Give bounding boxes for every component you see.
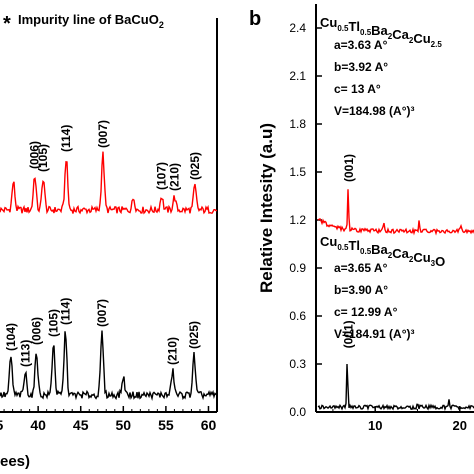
panel-a-peak-label: (107) — [155, 162, 169, 190]
panel-a-legend-subscript: 2 — [159, 20, 164, 30]
panel-b-param-upper: b=3.92 A° — [334, 60, 388, 74]
panel-b-param-lower: V=184.91 (A°)³ — [334, 327, 415, 341]
formula-element: Cu — [320, 234, 337, 249]
panel-a: 354045505560 (111)(006)(105)(114)(007)(1… — [0, 12, 218, 470]
formula-element: Cu — [320, 15, 337, 30]
panel-b-y-tick-label: 2.4 — [289, 21, 306, 35]
formula-subscript: 2 — [388, 251, 393, 260]
panel-b-y-tick-label: 2.1 — [289, 69, 306, 83]
panel-a-peak-label: (210) — [167, 163, 181, 191]
panel-a-x-tick-label: 35 — [0, 417, 4, 433]
panel-b-series — [317, 189, 474, 412]
panel-b-param-lower: c= 12.99 A° — [334, 305, 398, 319]
panel-a-peak-label: (114) — [58, 298, 72, 325]
panel-a-legend-text: Impurity line of BaCuO2 — [18, 12, 164, 30]
panel-a-peak-label: (210) — [166, 337, 180, 365]
panel-b-y-tick-label: 0.9 — [289, 261, 306, 275]
panel-b-param-lower: a=3.65 A° — [334, 261, 388, 275]
panel-a-legend-label: Impurity line of BaCuO — [18, 12, 159, 27]
panel-b-param-upper: c= 13 A° — [334, 82, 381, 96]
panel-b-param-upper: a=3.63 A° — [334, 38, 388, 52]
panel-a-x-ticks: 35 40 45 50 55 60 — [0, 406, 218, 433]
panel-a-peak-label: (104) — [4, 323, 18, 351]
formula-subscript: 0.5 — [360, 247, 372, 256]
panel-a-peak-label: (006) — [28, 141, 42, 169]
formula-element: O — [435, 254, 445, 269]
panel-a-pattern-0 — [0, 151, 217, 215]
formula-element: Cu — [413, 250, 430, 265]
panel-a-peak-label: (105) — [36, 144, 50, 172]
panel-b-param-upper: V=184.98 (A°)³ — [334, 104, 415, 118]
panel-b-param-lower: b=3.90 A° — [334, 283, 388, 297]
formula-subscript: 0.5 — [337, 24, 349, 33]
panel-b-formula-lower: Cu0.5Tl0.5Ba2Ca2Cu3O — [320, 234, 445, 269]
panel-a-peak-label: (114) — [59, 125, 73, 152]
panel-b-y-tick-label: 1.5 — [289, 165, 306, 179]
formula-element: Ca — [392, 27, 409, 42]
formula-element: Ba — [371, 242, 388, 257]
panel-b-y-axis-label: Relative Intesity (a.u) — [257, 123, 276, 293]
panel-a-peak-label: (105) — [46, 309, 60, 337]
panel-b-y-tick-label: 1.2 — [289, 213, 306, 227]
formula-element: Tl — [348, 238, 360, 253]
panel-a-x-axis-label: ees) — [0, 453, 30, 470]
formula-subscript: 0.5 — [360, 28, 372, 37]
formula-element: Ca — [392, 246, 409, 261]
panel-a-peak-label: (025) — [187, 321, 201, 349]
panel-a-peak-labels: (111)(006)(105)(114)(007)(107)(210)(025)… — [4, 120, 202, 367]
panel-a-legend-marker: * — [3, 13, 11, 35]
formula-element: Tl — [348, 19, 360, 34]
formula-subscript: 2.5 — [431, 40, 443, 49]
formula-subscript: 2 — [409, 36, 414, 45]
panel-a-series — [0, 151, 218, 402]
panel-a-peak-label: (113) — [18, 340, 32, 367]
panel-a-x-tick-label: 50 — [116, 417, 132, 433]
panel-a-x-tick-label: 60 — [201, 417, 217, 433]
panel-a-x-tick-label: 40 — [30, 417, 46, 433]
panel-b-x-tick-label: 20 — [453, 418, 467, 433]
formula-element: Ba — [371, 23, 388, 38]
panel-b-x-tick-label: 10 — [368, 418, 382, 433]
panel-b-pattern-lower — [317, 363, 474, 412]
panel-b-letter: b — [249, 8, 261, 30]
panel-b-y-tick-label: 0.3 — [289, 357, 306, 371]
formula-element: Cu — [413, 31, 430, 46]
panel-a-x-tick-label: 55 — [158, 417, 174, 433]
panel-a-x-tick-label: 45 — [73, 417, 89, 433]
panel-b-peak-label-upper: (001) — [342, 154, 356, 182]
panel-b-y-tick-label: 1.8 — [289, 117, 306, 131]
formula-subscript: 3 — [431, 259, 436, 268]
formula-subscript: 2 — [388, 32, 393, 41]
panel-a-peak-label: (007) — [95, 299, 109, 327]
panel-b-y-tick-label: 0.0 — [289, 405, 306, 419]
formula-subscript: 2 — [409, 255, 414, 264]
panel-b-annotations: (001)Cu0.5Tl0.5Ba2Ca2Cu2.5a=3.63 A°b=3.9… — [320, 15, 445, 348]
panel-a-peak-label: (006) — [29, 317, 43, 345]
formula-subscript: 0.5 — [337, 243, 349, 252]
panel-a-peak-label: (007) — [96, 120, 110, 148]
panel-b-y-tick-label: 0.6 — [289, 309, 306, 323]
panel-a-pattern-1 — [0, 330, 218, 402]
panel-b-ticks: 0.0 0.3 0.6 0.9 1.2 1.5 1.8 2.1 2.4 10 20 — [289, 21, 467, 433]
panel-b-pattern-upper — [317, 189, 474, 236]
panel-b-formula-upper: Cu0.5Tl0.5Ba2Ca2Cu2.5 — [320, 15, 442, 49]
panel-b-peak-label-lower: (001) — [341, 320, 355, 348]
panel-b: b 0.0 0.3 0.6 0.9 1.2 1.5 1.8 2.1 2.4 10 20 (001) C… — [249, 4, 474, 433]
panel-a-peak-label: (025) — [188, 152, 202, 180]
